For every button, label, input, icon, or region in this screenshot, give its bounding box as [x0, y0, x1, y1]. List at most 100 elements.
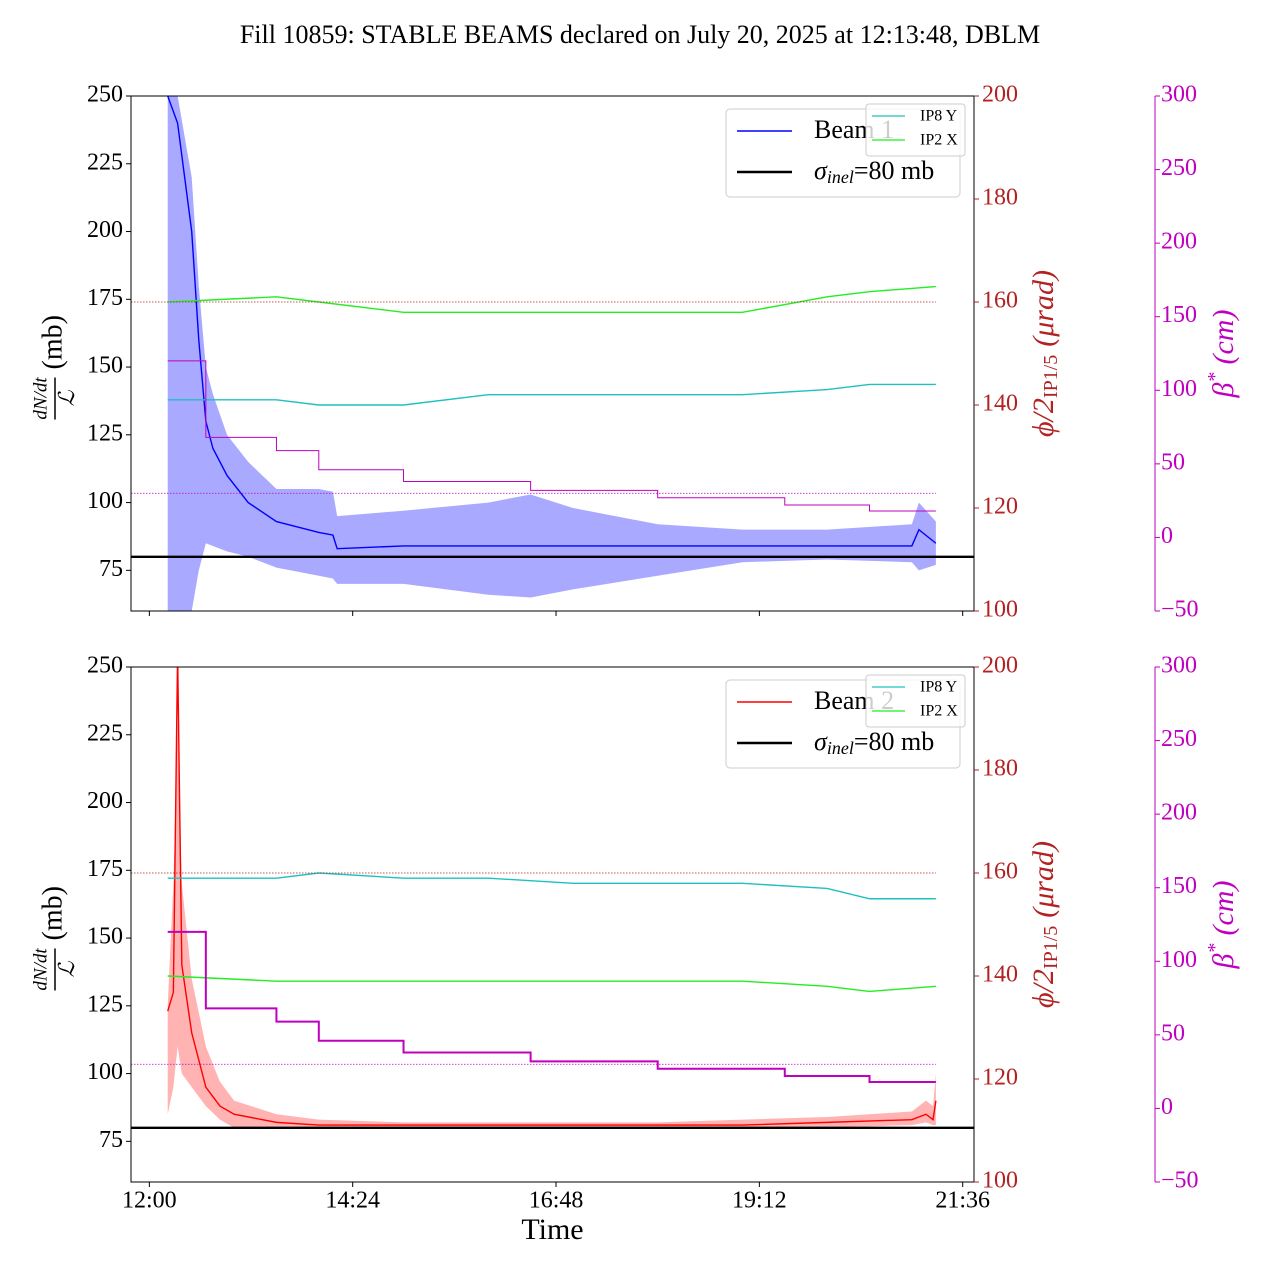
y-axis-label: dN/dt ℒ (mb) [30, 315, 79, 420]
y-label-numerator: dN/dt [30, 377, 51, 420]
y3-tick-label: 50 [1161, 449, 1185, 475]
y2-tick-label: 120 [982, 1065, 1018, 1091]
y3-label-sup: * [1204, 944, 1226, 954]
y2-tick-label: 200 [982, 82, 1018, 108]
y-tick-label: 125 [87, 420, 123, 446]
y3-tick-label: −50 [1161, 597, 1199, 623]
legend-box [865, 103, 966, 157]
x-tick-label: 14:24 [325, 1188, 380, 1214]
y2-label-unit: (μrad) [1027, 270, 1060, 347]
y-tick-label: 225 [87, 149, 123, 175]
y3-tick-label: 200 [1161, 800, 1197, 826]
y3-axis-label: β* (cm) [1204, 310, 1240, 399]
y3-label-unit: (cm) [1207, 310, 1240, 365]
y3-tick-label: 300 [1161, 82, 1197, 108]
y3-tick-label: 150 [1161, 873, 1197, 899]
y2-tick-label: 140 [982, 962, 1018, 988]
y2-tick-label: 140 [982, 391, 1018, 417]
y3-tick-label: 0 [1161, 1094, 1173, 1120]
y3-tick-label: −50 [1161, 1168, 1199, 1194]
y-axis-label: dN/dt ℒ (mb) [30, 886, 79, 991]
y3-tick-label: 100 [1161, 376, 1197, 402]
y3-label-main: β [1207, 953, 1240, 969]
band [167, 96, 936, 611]
x-tick-label: 19:12 [732, 1188, 787, 1214]
y-tick-label: 100 [87, 1059, 123, 1085]
y3-tick-label: 50 [1161, 1020, 1185, 1046]
y2-tick-label: 120 [982, 494, 1018, 520]
sigma-symbol: σ [814, 156, 828, 185]
x-tick-label: 16:48 [529, 1188, 584, 1214]
y-tick-label: 200 [87, 788, 123, 814]
y2-label-sub: IP1/5 [1040, 926, 1062, 969]
y-tick-label: 150 [87, 924, 123, 950]
y-tick-label: 175 [87, 285, 123, 311]
y2-tick-label: 180 [982, 185, 1018, 211]
y-tick-label: 250 [87, 653, 123, 679]
y-label-numerator: dN/dt [30, 948, 51, 991]
y2-label-main: ϕ/2 [1027, 398, 1060, 437]
series-line [167, 285, 936, 313]
axes-frame [130, 666, 975, 1183]
series-line [167, 96, 937, 550]
y3-label-sup: * [1204, 373, 1226, 383]
series-line [167, 383, 936, 406]
y3-tick-label: 300 [1161, 653, 1197, 679]
y-label-unit: (mb) [37, 886, 68, 940]
legend-label: σinel=80 mb [814, 156, 934, 187]
y3-label-main: β [1207, 382, 1240, 398]
series-line [167, 930, 936, 1083]
y-tick-label: 200 [87, 217, 123, 243]
y3-tick-label: 150 [1161, 302, 1197, 328]
y2-tick-label: 160 [982, 859, 1018, 885]
y-label-unit: (mb) [37, 315, 68, 369]
y2-tick-label: 160 [982, 288, 1018, 314]
y3-axis-label: β* (cm) [1204, 881, 1240, 970]
y-tick-label: 150 [87, 353, 123, 379]
y-tick-label: 175 [87, 856, 123, 882]
y-tick-label: 125 [87, 991, 123, 1017]
y-tick-label: 75 [99, 556, 123, 582]
y2-tick-label: 180 [982, 756, 1018, 782]
y-label-denominator: ℒ [54, 389, 79, 406]
legend-box [865, 674, 966, 728]
y2-axis-label: ϕ/2IP1/5 (μrad) [1027, 841, 1062, 1008]
x-tick-label: 21:36 [935, 1188, 990, 1214]
y2-label-sub: IP1/5 [1040, 355, 1062, 398]
y2-label-main: ϕ/2 [1027, 969, 1060, 1008]
y3-tick-label: 250 [1161, 155, 1197, 181]
chart-title: Fill 10859: STABLE BEAMS declared on Jul… [240, 20, 1040, 49]
y-tick-label: 250 [87, 82, 123, 108]
series-line [167, 360, 936, 512]
legend-label: IP8 Y [920, 108, 958, 125]
y2-tick-label: 100 [982, 1168, 1018, 1194]
x-tick-label: 12:00 [122, 1188, 177, 1214]
series-line [167, 975, 936, 993]
y2-tick-label: 200 [982, 653, 1018, 679]
axes-frame [130, 95, 975, 612]
y3-tick-label: 100 [1161, 947, 1197, 973]
plot-area [131, 96, 974, 611]
sigma-symbol: σ [814, 727, 828, 756]
y3-tick-label: 0 [1161, 523, 1173, 549]
y3-tick-label: 200 [1161, 229, 1197, 255]
sigma-text: =80 mb [854, 156, 934, 185]
y-label-denominator: ℒ [54, 960, 79, 977]
x-axis-label: Time [521, 1213, 583, 1246]
plot-area [131, 667, 974, 1129]
y3-label-unit: (cm) [1207, 881, 1240, 936]
y-tick-label: 75 [99, 1127, 123, 1153]
legend-label: IP2 X [920, 703, 958, 720]
band [167, 721, 936, 1128]
y2-tick-label: 100 [982, 597, 1018, 623]
y2-label-unit: (μrad) [1027, 841, 1060, 918]
y2-axis-label: ϕ/2IP1/5 (μrad) [1027, 270, 1062, 437]
y-tick-label: 225 [87, 720, 123, 746]
legend-label: IP8 Y [920, 679, 958, 696]
sigma-sub: inel [827, 738, 854, 758]
sigma-text: =80 mb [854, 727, 934, 756]
legend-label: IP2 X [920, 132, 958, 149]
legend-label: σinel=80 mb [814, 727, 934, 758]
sigma-sub: inel [827, 167, 854, 187]
